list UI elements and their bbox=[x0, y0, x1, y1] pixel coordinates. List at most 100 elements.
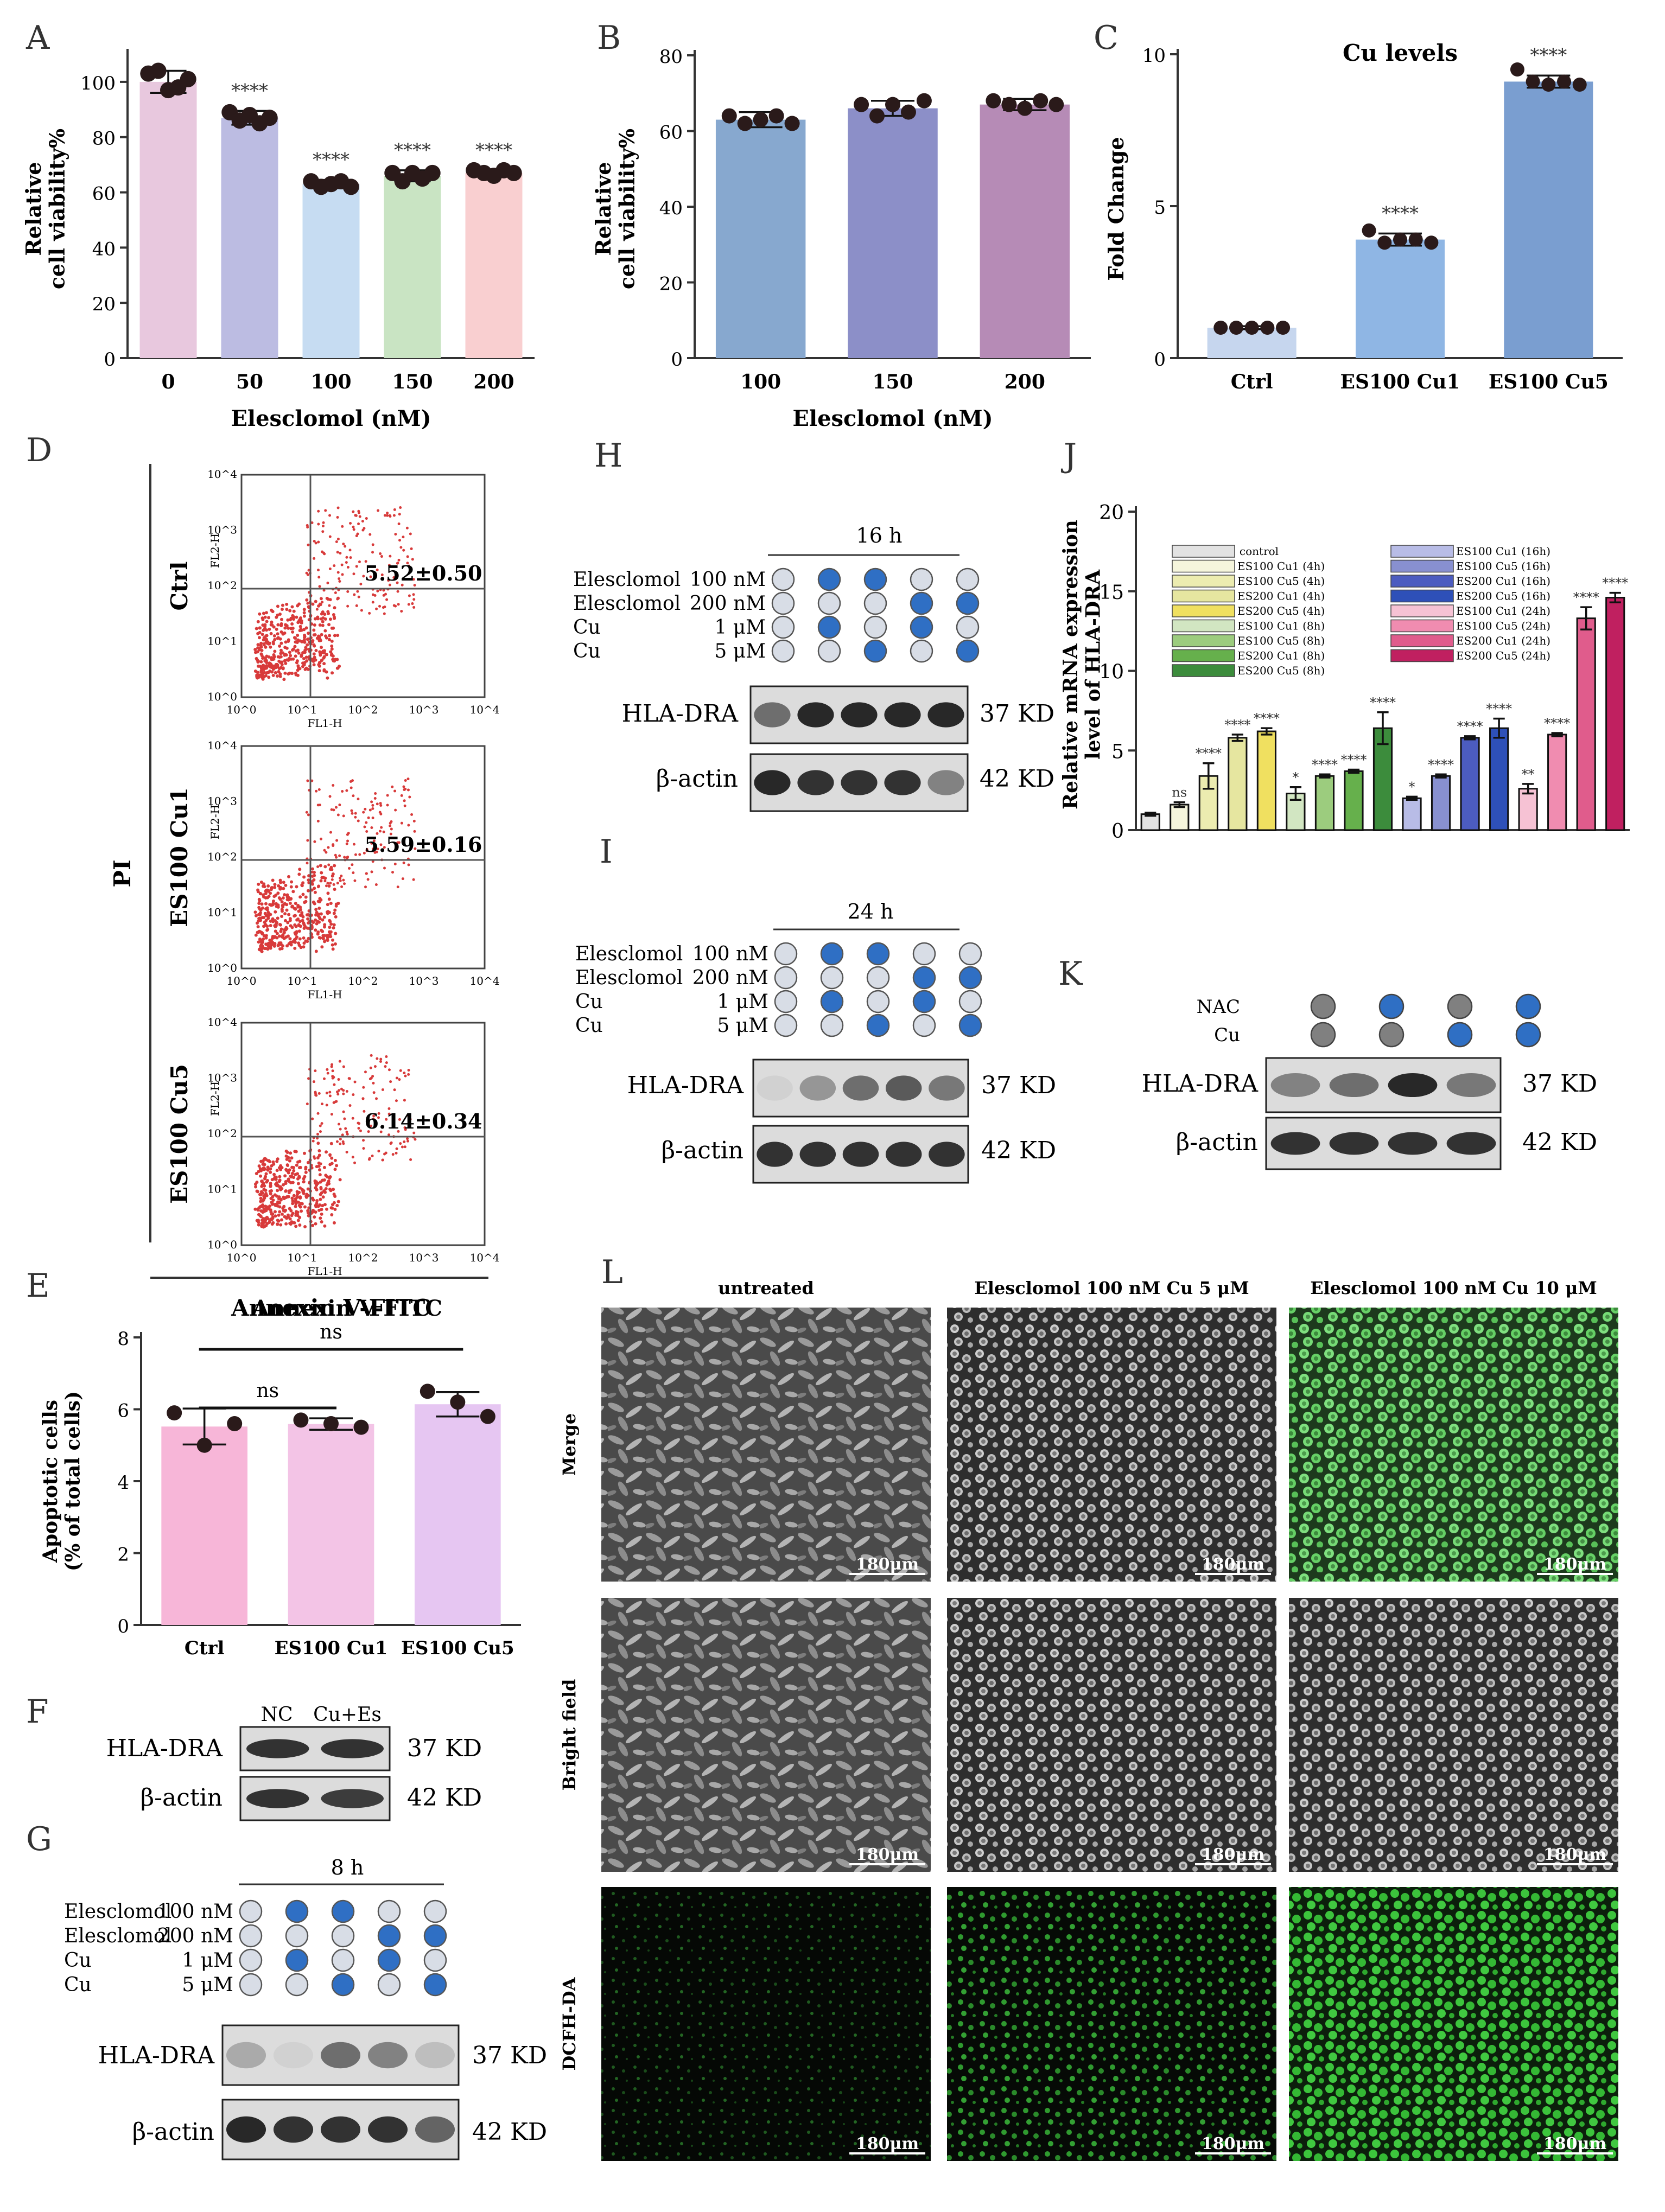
band bbox=[321, 1789, 384, 1808]
event-dot bbox=[263, 615, 267, 619]
x-tick-label: 200 bbox=[473, 371, 514, 393]
legend-swatch bbox=[1172, 649, 1235, 662]
panel-letter-g: G bbox=[26, 1820, 52, 1858]
event-dot bbox=[279, 641, 283, 645]
event-dot bbox=[342, 1142, 345, 1145]
dot-on bbox=[956, 639, 980, 663]
event-dot bbox=[372, 1091, 376, 1094]
significance-label: **** bbox=[394, 139, 431, 161]
bar bbox=[415, 1404, 501, 1625]
dot-on bbox=[331, 1899, 355, 1923]
legend-label: ES200 Cu5 (8h) bbox=[1237, 664, 1325, 677]
dot-on bbox=[910, 615, 933, 639]
event-dot bbox=[409, 532, 412, 536]
event-dot bbox=[317, 664, 321, 668]
dot-on bbox=[1515, 993, 1541, 1019]
event-dot bbox=[273, 942, 277, 946]
significance-label: **** bbox=[1224, 717, 1250, 732]
event-dot bbox=[319, 602, 322, 605]
event-dot bbox=[321, 1102, 324, 1106]
event-dot bbox=[379, 802, 382, 805]
event-dot bbox=[303, 651, 307, 654]
event-dot bbox=[259, 881, 263, 884]
event-dot bbox=[342, 543, 345, 546]
event-dot bbox=[325, 1092, 328, 1095]
event-dot bbox=[302, 921, 306, 925]
band bbox=[226, 2042, 266, 2069]
event-dot bbox=[269, 946, 272, 950]
event-dot bbox=[334, 853, 337, 857]
event-dot bbox=[269, 623, 273, 627]
event-dot bbox=[326, 903, 329, 907]
event-dot bbox=[317, 1092, 321, 1095]
x-tick-label: 50 bbox=[236, 371, 263, 393]
data-point bbox=[869, 108, 885, 124]
event-dot bbox=[376, 568, 379, 571]
flow-plot: ES100 Cu1 5.59±0.16 10^010^0 10^1 10^1 10^2 10… bbox=[166, 739, 499, 1001]
event-dot bbox=[260, 902, 264, 906]
event-dot bbox=[357, 1126, 360, 1130]
event-dot bbox=[291, 630, 295, 634]
data-point bbox=[323, 1416, 339, 1431]
event-dot bbox=[264, 936, 268, 940]
event-dot bbox=[317, 540, 320, 544]
condition-name: Cu bbox=[64, 1974, 92, 1996]
dot-off bbox=[912, 1013, 936, 1037]
event-dot bbox=[347, 1077, 351, 1080]
event-dot bbox=[302, 608, 306, 611]
event-dot bbox=[313, 644, 316, 648]
event-dot bbox=[260, 633, 264, 636]
event-dot bbox=[278, 637, 282, 641]
dot-on bbox=[958, 1013, 982, 1037]
event-dot bbox=[412, 605, 416, 609]
band bbox=[1446, 1073, 1496, 1097]
event-dot bbox=[298, 1205, 302, 1209]
event-dot bbox=[298, 908, 302, 911]
event-dot bbox=[296, 1172, 300, 1176]
event-dot bbox=[392, 514, 396, 517]
event-dot bbox=[258, 673, 262, 677]
event-dot bbox=[324, 1187, 328, 1190]
legend-label: ES200 Cu5 (4h) bbox=[1237, 604, 1325, 617]
dot-on bbox=[1378, 993, 1405, 1019]
event-dot bbox=[293, 907, 296, 910]
event-dot bbox=[331, 1063, 334, 1066]
event-dot bbox=[263, 911, 267, 915]
event-dot bbox=[316, 930, 320, 934]
x-tick-label: Ctrl bbox=[185, 1637, 225, 1659]
bar bbox=[302, 184, 360, 358]
event-dot bbox=[389, 832, 392, 836]
event-dot bbox=[331, 878, 334, 881]
bar bbox=[1548, 734, 1566, 830]
event-dot bbox=[291, 1212, 295, 1215]
event-dot bbox=[395, 1099, 398, 1102]
event-dot bbox=[314, 908, 318, 911]
event-dot bbox=[266, 1168, 270, 1172]
x-tick-label: 10^3 bbox=[409, 974, 439, 987]
event-dot bbox=[396, 885, 399, 889]
event-dot bbox=[313, 1157, 316, 1160]
condition-dose: 100 nM bbox=[690, 569, 766, 591]
event-dot bbox=[279, 648, 283, 652]
event-dot bbox=[289, 1181, 293, 1184]
dot-on bbox=[331, 1973, 355, 1997]
event-dot bbox=[316, 1132, 320, 1136]
event-dot bbox=[278, 1201, 282, 1204]
legend-swatch bbox=[1172, 604, 1235, 617]
event-dot bbox=[350, 809, 353, 812]
bar bbox=[848, 108, 938, 358]
event-dot bbox=[326, 1072, 329, 1075]
dot-on bbox=[866, 942, 890, 966]
event-dot bbox=[348, 867, 351, 870]
event-dot bbox=[270, 1222, 274, 1226]
event-dot bbox=[313, 557, 316, 560]
event-dot bbox=[283, 919, 287, 922]
condition-dose: 100 nM bbox=[157, 1901, 233, 1923]
event-dot bbox=[297, 651, 301, 655]
event-dot bbox=[373, 796, 377, 800]
event-dot bbox=[338, 665, 341, 668]
event-dot bbox=[286, 934, 290, 938]
event-dot bbox=[363, 825, 366, 828]
x-tick-label: 10^1 bbox=[288, 1251, 317, 1264]
